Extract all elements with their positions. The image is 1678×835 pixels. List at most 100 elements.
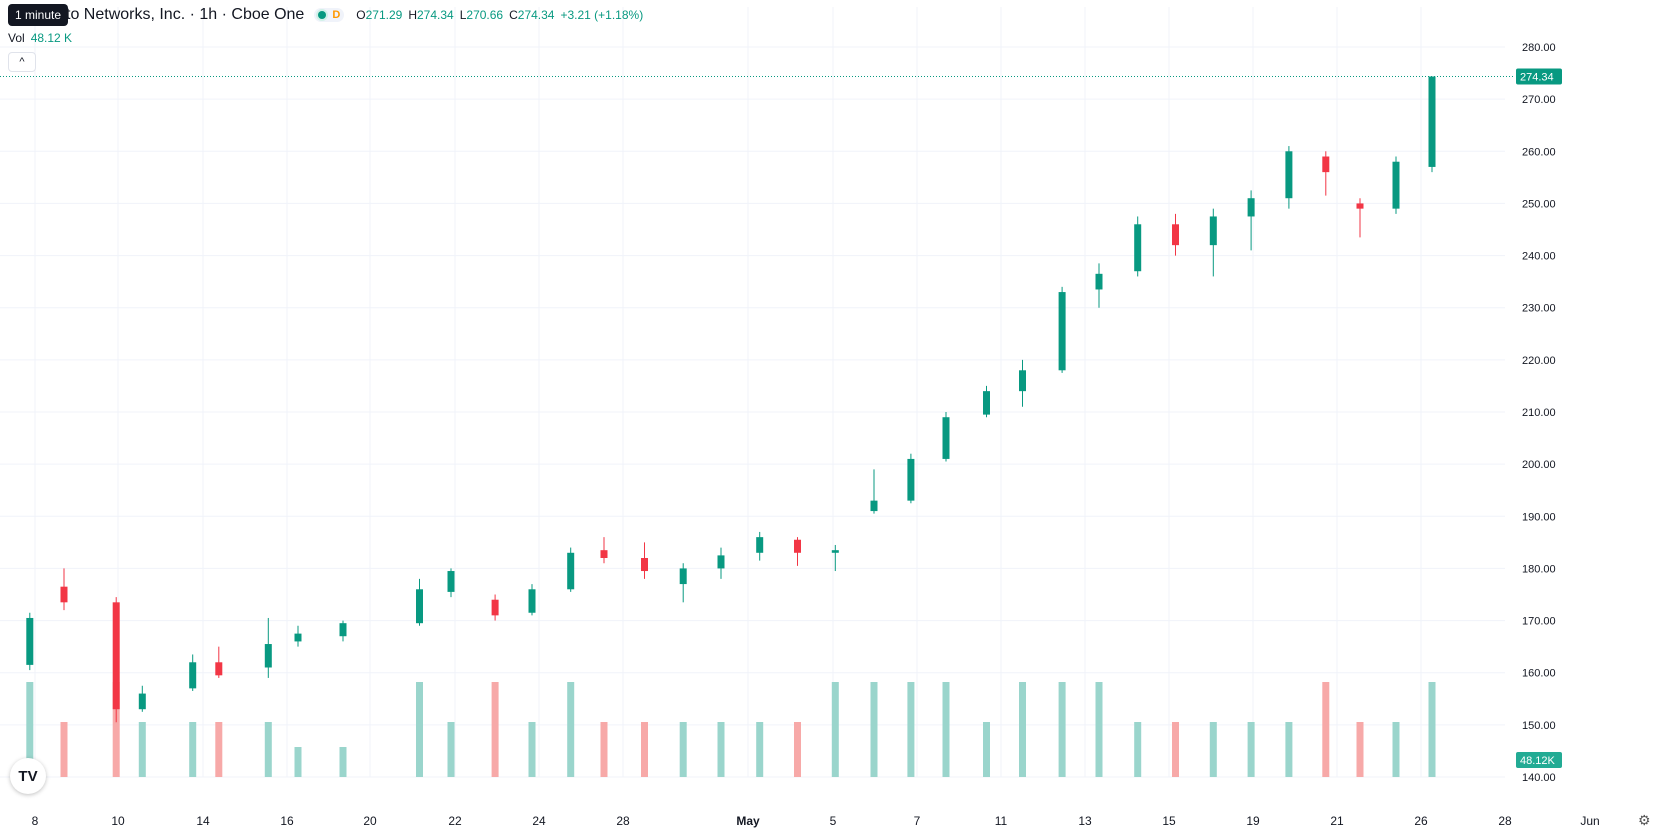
volume-bar	[717, 722, 725, 777]
candle-body	[112, 602, 120, 710]
chart-grid	[0, 7, 1505, 778]
market-status[interactable]: D	[314, 8, 345, 22]
x-tick-label: 7	[914, 814, 921, 828]
y-tick-label: 200.00	[1522, 459, 1556, 471]
volume-bar	[1058, 682, 1066, 777]
close-value: 274.34	[517, 8, 555, 22]
x-tick-label: 28	[616, 814, 630, 828]
x-tick-label: 26	[1414, 814, 1428, 828]
volume-bar	[567, 682, 575, 777]
volume-bar	[339, 747, 347, 777]
market-open-icon	[318, 11, 327, 19]
x-tick-label: 22	[448, 814, 462, 828]
last-price-label: 274.34	[1520, 72, 1554, 84]
candle-body	[942, 417, 950, 459]
volume-bar	[215, 722, 223, 777]
candle-body	[1019, 370, 1026, 392]
volume-bar	[1095, 682, 1103, 777]
y-tick-label: 250.00	[1522, 198, 1556, 210]
y-tick-label: 260.00	[1522, 146, 1556, 158]
candle-body	[528, 589, 536, 613]
candle-body	[447, 571, 455, 592]
candle-body	[1285, 151, 1293, 199]
x-tick-label: May	[736, 814, 760, 828]
candle-body	[756, 537, 764, 553]
interval-tooltip: 1 minute	[8, 4, 69, 26]
candle-body	[26, 617, 34, 665]
candle-body	[189, 662, 197, 689]
volume-bar	[528, 722, 536, 777]
candlesticks	[26, 76, 1436, 723]
x-tick-label: 10	[111, 814, 125, 828]
volume-bar	[1392, 722, 1400, 777]
y-tick-label: 210.00	[1522, 407, 1556, 419]
candle-body	[215, 662, 223, 676]
candle-body	[717, 555, 725, 569]
candle-body	[1058, 292, 1066, 371]
volume-bar	[26, 682, 34, 777]
x-tick-label: Jun	[1580, 814, 1599, 828]
volume-bar	[870, 682, 878, 777]
volume-bar	[294, 747, 302, 777]
y-tick-label: 190.00	[1522, 511, 1556, 523]
x-tick-label: 16	[280, 814, 294, 828]
candle-body	[794, 539, 801, 553]
volume-bar	[447, 722, 455, 777]
y-tick-label: 240.00	[1522, 251, 1556, 263]
time-axis[interactable]: 8 10 14 16 20 22 24 28 May 5 7 11 13 15 19 21 26 28 Jun	[32, 814, 1600, 828]
candle-body	[1134, 224, 1142, 272]
candle-body	[264, 644, 272, 668]
volume-bar	[112, 682, 120, 777]
candle-body	[339, 623, 347, 637]
volume-bar	[1428, 682, 1436, 777]
volume-bar	[794, 722, 801, 777]
y-tick-label: 140.00	[1522, 772, 1556, 784]
candle-body	[1322, 156, 1330, 173]
symbol-legend: to Networks, Inc. · 1h · Cboe One D O271…	[8, 6, 643, 24]
volume-bar	[641, 722, 648, 777]
volume-bar	[983, 722, 990, 777]
candle-body	[831, 550, 839, 553]
volume-bar	[907, 682, 915, 777]
x-tick-label: 21	[1330, 814, 1344, 828]
candle-body	[641, 558, 648, 572]
settings-gear-icon[interactable]: ⚙	[1638, 812, 1651, 828]
y-tick-label: 230.00	[1522, 303, 1556, 315]
candle-body	[567, 552, 575, 590]
last-price-tag: 274.34	[1516, 68, 1562, 85]
candle-body	[870, 500, 878, 512]
x-tick-label: 8	[32, 814, 39, 828]
high-label: H	[408, 8, 417, 22]
x-tick-label: 14	[196, 814, 210, 828]
volume-bar	[416, 682, 423, 777]
candle-body	[1356, 203, 1364, 209]
price-axis[interactable]: 280.00 270.00 260.00 250.00 240.00 230.00 220.…	[1522, 42, 1556, 784]
y-tick-label: 170.00	[1522, 616, 1556, 628]
candle-body	[138, 693, 146, 710]
volume-bar	[138, 722, 146, 777]
candle-body	[491, 599, 499, 616]
volume-bar	[600, 722, 608, 777]
y-tick-label: 270.00	[1522, 94, 1556, 106]
data-badge: D	[332, 9, 341, 21]
volume-bar	[942, 682, 950, 777]
volume-bars	[26, 682, 1436, 777]
open-label: O	[356, 8, 366, 22]
volume-bar	[1172, 722, 1179, 777]
x-tick-label: 15	[1162, 814, 1176, 828]
low-value: 270.66	[466, 8, 504, 22]
high-value: 274.34	[417, 8, 454, 22]
x-tick-label: 28	[1498, 814, 1512, 828]
x-tick-label: 13	[1078, 814, 1092, 828]
x-tick-label: 5	[830, 814, 837, 828]
volume-bar	[1209, 722, 1217, 777]
x-tick-label: 11	[995, 814, 1008, 828]
volume-bar	[1322, 682, 1330, 777]
volume-bar	[679, 722, 687, 777]
collapse-legend-button[interactable]: ^	[8, 52, 36, 72]
tradingview-logo-icon[interactable]: TV	[10, 758, 46, 794]
x-tick-label: 19	[1246, 814, 1260, 828]
symbol-title[interactable]: to Networks, Inc. · 1h · Cboe One	[66, 6, 305, 23]
candle-body	[1172, 224, 1179, 246]
